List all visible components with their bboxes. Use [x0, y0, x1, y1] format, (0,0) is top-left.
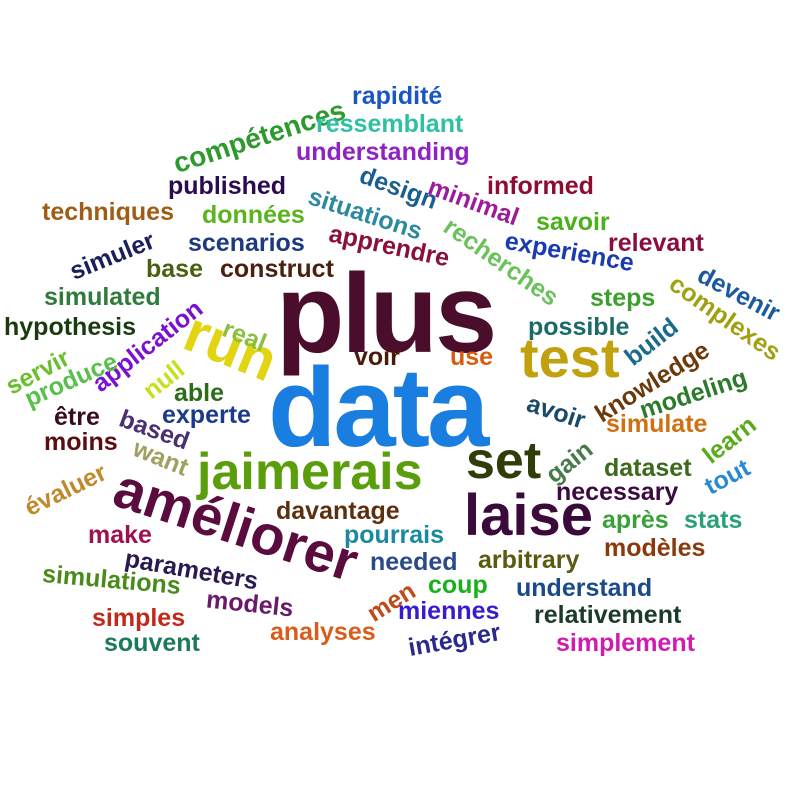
word-hypothesis: hypothesis — [4, 313, 136, 341]
word-understand: understand — [516, 574, 653, 602]
word-simples: simples — [92, 604, 186, 632]
word-construct: construct — [220, 255, 334, 283]
word-arbitrary: arbitrary — [478, 546, 580, 574]
word-ressemblant: ressemblant — [316, 110, 464, 138]
word-able: able — [174, 379, 225, 407]
word-data: data — [268, 345, 489, 470]
word-apres: après — [602, 506, 669, 534]
word-integrer: intégrer — [406, 618, 503, 662]
word-miennes: miennes — [398, 597, 500, 625]
word-possible: possible — [528, 313, 630, 341]
word-make: make — [88, 521, 152, 549]
word-jaimerais: jaimerais — [197, 443, 423, 501]
word-test: test — [520, 326, 620, 389]
word-relativement: relativement — [534, 601, 682, 629]
word-use: use — [450, 343, 494, 371]
word-avoir: avoir — [523, 389, 589, 435]
word-dataset: dataset — [604, 454, 692, 482]
word-steps: steps — [590, 284, 656, 312]
word-techniques: techniques — [42, 198, 174, 226]
word-savoir: savoir — [536, 208, 610, 236]
word-analyses: analyses — [270, 618, 376, 646]
word-rapidite: rapidité — [352, 82, 443, 110]
word-etre: être — [54, 403, 100, 431]
word-simuler: simuler — [65, 226, 159, 286]
word-relevant: relevant — [608, 229, 704, 257]
word-simulated: simulated — [44, 283, 161, 311]
word-simulate: simulate — [606, 410, 708, 438]
word-modeles: modèles — [604, 534, 706, 562]
word-understanding: understanding — [296, 138, 470, 166]
word-experte: experte — [162, 401, 251, 429]
word-necessary: necessary — [556, 478, 679, 506]
word-souvent: souvent — [104, 629, 200, 657]
word-plus: plus — [276, 251, 497, 376]
word-informed: informed — [487, 172, 594, 200]
word-set: set — [466, 432, 542, 490]
word-needed: needed — [370, 548, 458, 576]
word-simplement: simplement — [556, 629, 695, 657]
word-donnees: données — [202, 201, 305, 229]
word-models: models — [204, 585, 295, 623]
word-davantage: davantage — [276, 497, 400, 525]
word-pourrais: pourrais — [344, 521, 445, 549]
word-scenarios: scenarios — [188, 229, 305, 257]
word-published: published — [168, 172, 287, 200]
word-coup: coup — [428, 571, 488, 599]
word-moins: moins — [44, 428, 118, 456]
word-stats: stats — [684, 506, 743, 534]
word-base: base — [146, 255, 203, 283]
word-evaluer: évaluer — [20, 458, 112, 522]
word-voir: voir — [354, 343, 400, 371]
word-laise: laise — [464, 483, 593, 548]
